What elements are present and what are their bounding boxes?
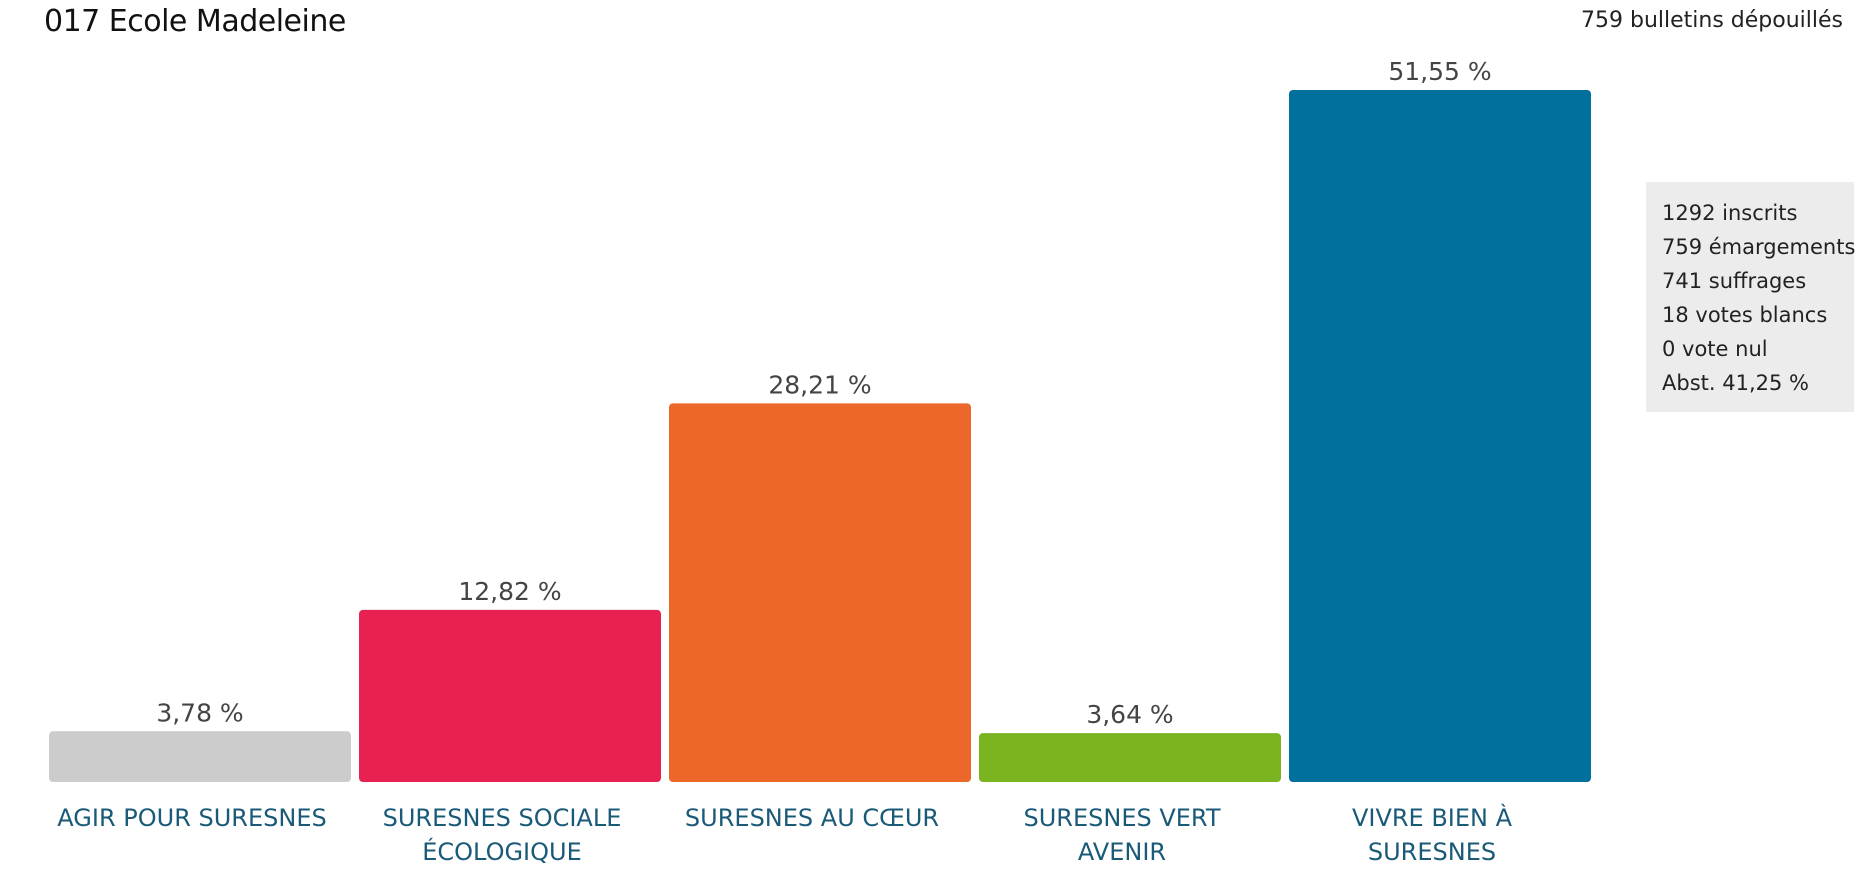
category-label-1: AGIR POUR SURESNES — [57, 804, 326, 832]
bar-3 — [669, 403, 971, 782]
stat-abstention: Abst. 41,25 % — [1662, 371, 1809, 395]
bar-1 — [49, 731, 351, 782]
value-label-1: 3,78 % — [156, 698, 243, 727]
bar-5 — [1289, 90, 1591, 782]
category-label-3: SURESNES AU CŒUR — [685, 804, 939, 832]
bar-4 — [979, 733, 1281, 782]
page-title: 017 Ecole Madeleine — [44, 4, 346, 39]
category-label-2-line-1: SURESNES SOCIALE — [383, 804, 622, 832]
ballots-counted: 759 bulletins dépouillés — [1581, 8, 1843, 33]
stat-blank-votes: 18 votes blancs — [1662, 303, 1828, 327]
value-label-5: 51,55 % — [1388, 57, 1491, 86]
stats-panel: 1292 inscrits 759 émargements 741 suffra… — [1646, 182, 1856, 412]
value-label-2: 12,82 % — [458, 577, 561, 606]
stat-valid-votes: 741 suffrages — [1662, 269, 1807, 293]
stat-signatures: 759 émargements — [1662, 235, 1856, 259]
category-label-5-line-2: SURESNES — [1368, 838, 1496, 866]
value-label-3: 28,21 % — [768, 370, 871, 399]
bar-2 — [359, 609, 661, 782]
value-label-4: 3,64 % — [1086, 700, 1173, 729]
category-label-5-line-1: VIVRE BIEN À — [1352, 803, 1513, 832]
stat-null-votes: 0 vote nul — [1662, 337, 1768, 361]
stat-registered: 1292 inscrits — [1662, 201, 1798, 225]
category-label-4-line-1: SURESNES VERT — [1023, 804, 1220, 832]
category-label-2-line-2: ÉCOLOGIQUE — [422, 837, 582, 866]
category-label-4-line-2: AVENIR — [1078, 838, 1166, 866]
